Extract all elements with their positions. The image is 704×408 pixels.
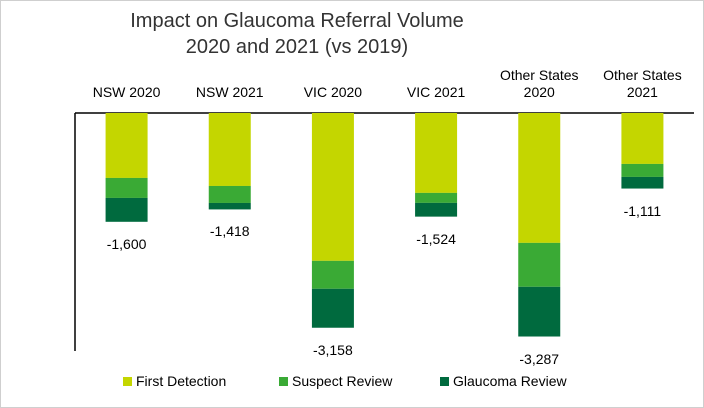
x-tick-label: NSW 2020 bbox=[92, 84, 161, 100]
legend-label: Suspect Review bbox=[292, 373, 393, 389]
total-label: -1,524 bbox=[416, 230, 456, 247]
legend-label: Glaucoma Review bbox=[453, 373, 567, 389]
legend-label: First Detection bbox=[136, 373, 227, 389]
total-label: -1,418 bbox=[209, 223, 250, 240]
x-tick-label: VIC 2021 bbox=[406, 84, 466, 100]
x-tick-label: Other States 2020 bbox=[499, 67, 579, 100]
bar-segment bbox=[518, 242, 561, 287]
legend-swatch bbox=[279, 377, 288, 386]
bar-segment bbox=[621, 163, 664, 177]
bar-segment bbox=[621, 113, 664, 164]
legend-swatch bbox=[440, 377, 449, 386]
bar-segment bbox=[208, 185, 251, 203]
bar-segment bbox=[311, 113, 354, 261]
chart-subtitle: 2020 and 2021 (vs 2019) bbox=[185, 36, 409, 58]
bar-segment bbox=[208, 202, 251, 210]
bar-segment bbox=[208, 113, 251, 186]
bar-segment bbox=[415, 202, 458, 217]
bar-segment bbox=[105, 177, 148, 198]
bar-segment bbox=[311, 260, 354, 289]
x-tick-label: Other States 2021 bbox=[603, 67, 682, 100]
bar-segment bbox=[621, 176, 664, 189]
x-tick-label: NSW 2021 bbox=[195, 84, 264, 100]
bar-segment bbox=[105, 197, 148, 222]
x-tick-label: VIC 2020 bbox=[303, 84, 363, 100]
bar-segment bbox=[105, 113, 148, 178]
bar-segment bbox=[518, 113, 561, 243]
legend-swatch bbox=[123, 377, 132, 386]
total-label: -1,111 bbox=[623, 202, 662, 219]
total-label: -1,600 bbox=[106, 235, 147, 252]
bar-segment bbox=[415, 113, 458, 193]
bar-segment bbox=[311, 288, 354, 328]
total-label: -3,158 bbox=[313, 341, 353, 358]
bar-segment bbox=[518, 286, 561, 337]
bar-segment bbox=[415, 192, 458, 203]
total-label: -3,287 bbox=[519, 350, 560, 367]
chart-title: Impact on Glaucoma Referral Volume bbox=[130, 10, 464, 32]
